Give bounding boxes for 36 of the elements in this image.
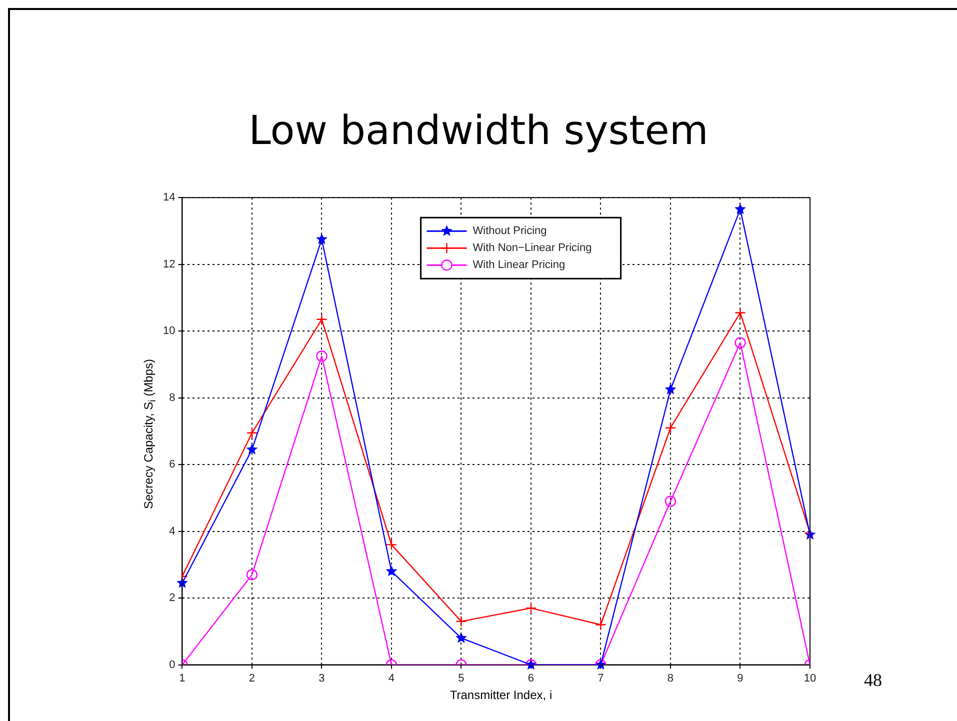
- point: [456, 616, 467, 628]
- point: [734, 307, 746, 318]
- point: [316, 350, 328, 362]
- x-axis-title: Transmitter Index, i: [448, 688, 554, 702]
- chart-title: Low bandwidth system: [248, 108, 710, 154]
- x-tick-label: 5: [458, 672, 464, 684]
- x-tick-label: 8: [667, 672, 674, 684]
- point: [386, 539, 398, 550]
- y-tick-label: 6: [169, 458, 176, 471]
- point: [246, 569, 258, 580]
- point: [525, 602, 537, 614]
- point: [664, 496, 676, 507]
- legend-label: With Non−Linear Pricing: [472, 242, 592, 254]
- point: [595, 619, 606, 630]
- x-tick-label: 10: [804, 672, 816, 684]
- point: [664, 422, 676, 434]
- y-tick-label: 14: [162, 192, 176, 204]
- point: [316, 314, 328, 326]
- x-tick-label: 7: [598, 672, 604, 684]
- text: 48: [864, 670, 882, 691]
- y-tick-label: 0: [169, 658, 176, 671]
- y-tick-label: 4: [169, 525, 176, 538]
- point: [246, 427, 258, 438]
- y-tick-label: 12: [162, 258, 176, 270]
- x-tick-label: 4: [388, 672, 395, 684]
- x-tick-label: 3: [318, 672, 325, 684]
- legend-label: Without Pricing: [472, 225, 547, 238]
- x-tick-label: 1: [179, 672, 186, 684]
- legend-label: With Linear Pricing: [472, 259, 566, 272]
- point: [734, 337, 746, 348]
- x-tick-label: 9: [737, 672, 744, 684]
- y-tick-label: 2: [169, 592, 176, 604]
- x-tick-label: 2: [248, 672, 256, 684]
- x-tick-label: 6: [528, 672, 534, 684]
- y-tick-label: 8: [169, 392, 176, 404]
- y-tick-label: 10: [162, 325, 176, 338]
